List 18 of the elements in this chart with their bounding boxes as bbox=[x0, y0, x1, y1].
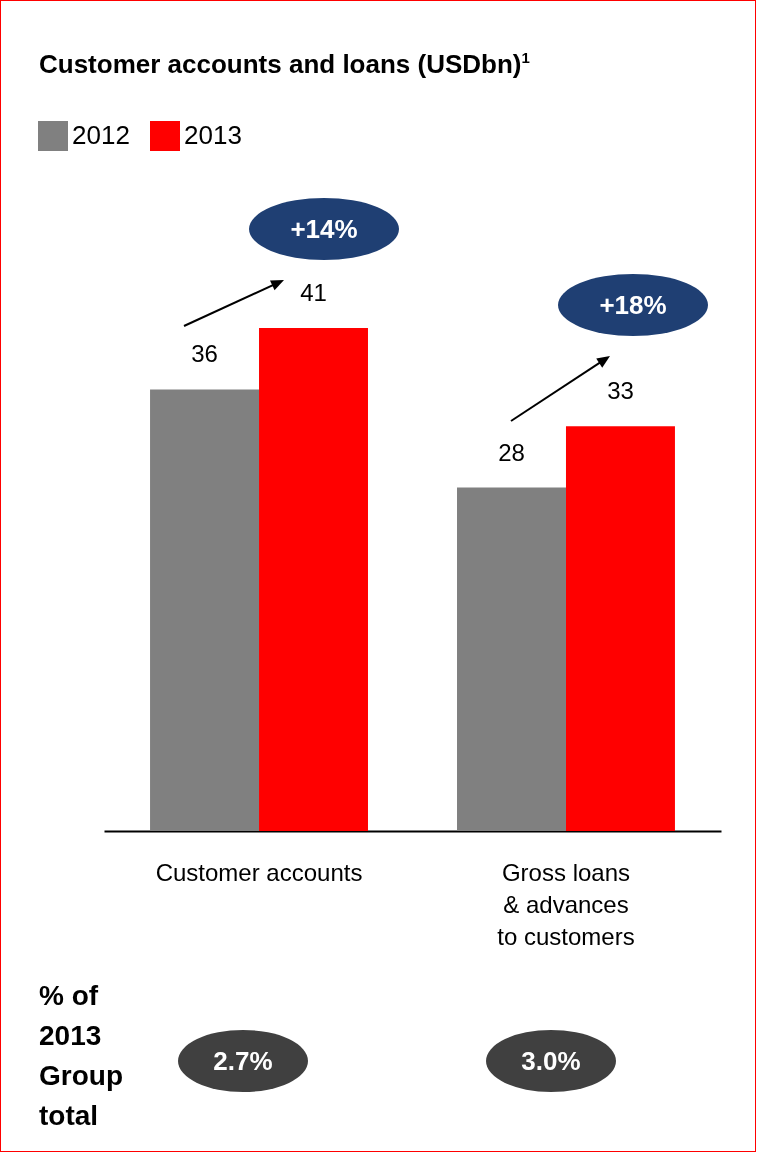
text: 2.7% bbox=[178, 1030, 308, 1092]
data-label: 28 bbox=[498, 438, 525, 466]
legend-label: 2012 bbox=[72, 120, 130, 150]
text: +18% bbox=[558, 274, 708, 336]
text: 3.0% bbox=[486, 1030, 616, 1092]
text: % of 2013 Group total bbox=[39, 979, 124, 1133]
legend-label: 2013 bbox=[184, 120, 242, 150]
x-tick-label: Customer accounts bbox=[155, 858, 363, 886]
data-label: 36 bbox=[191, 340, 218, 368]
bar bbox=[259, 328, 368, 831]
text: +14% bbox=[249, 198, 399, 260]
chart-title: Customer accounts and loans (USDbn)$^{1}$ bbox=[39, 49, 530, 80]
x-tick-label: Gross loans & advances to customers bbox=[497, 858, 635, 950]
bar bbox=[457, 487, 566, 831]
data-label: 41 bbox=[300, 279, 327, 307]
bar bbox=[565, 426, 675, 831]
data-label: 33 bbox=[607, 377, 634, 405]
bar bbox=[150, 389, 260, 831]
